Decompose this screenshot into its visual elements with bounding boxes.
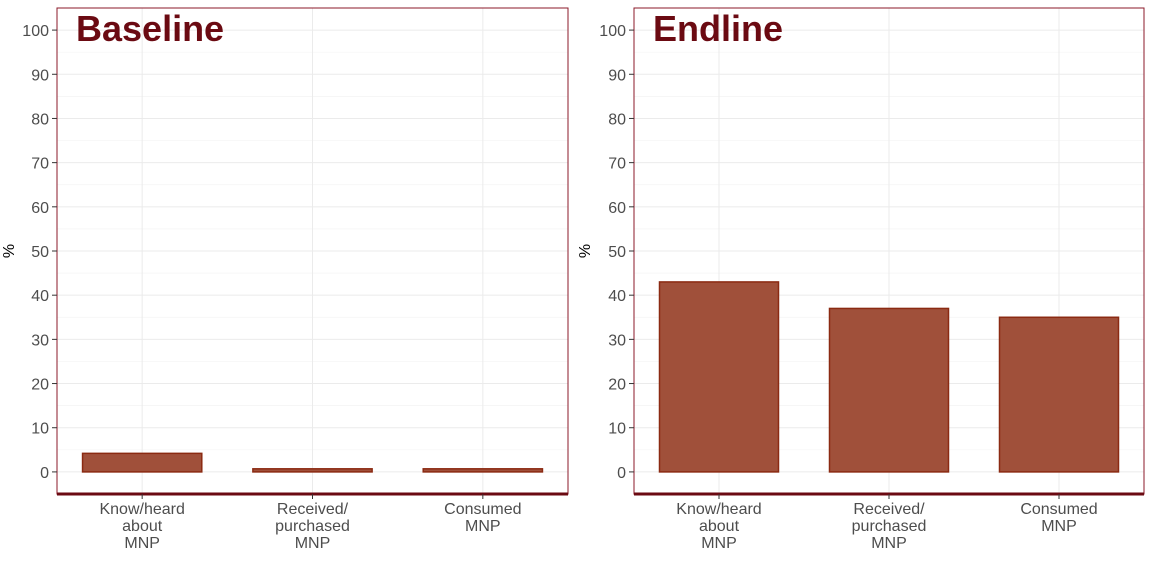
- x-tick-label: Consumed MNP: [444, 501, 521, 535]
- y-tick-label: 60: [608, 200, 626, 217]
- y-tick-label: 0: [617, 465, 626, 482]
- y-axis-label: %: [1, 244, 18, 258]
- y-axis-label: %: [577, 244, 594, 258]
- x-tick-label-line: purchased: [852, 518, 927, 535]
- y-tick-label: 30: [608, 332, 626, 349]
- x-tick-label: Received/purchased MNP: [275, 501, 350, 552]
- y-tick-label: 20: [608, 377, 626, 394]
- y-tick-label: 40: [608, 288, 626, 305]
- bar: [422, 468, 544, 473]
- x-tick-label-line: MNP: [124, 535, 160, 552]
- chart-title: Endline: [653, 8, 783, 49]
- bar: [81, 452, 203, 473]
- bar: [658, 281, 780, 473]
- x-tick-label-line: Consumed: [1020, 501, 1097, 518]
- y-tick-label: 100: [22, 23, 49, 40]
- x-tick-label-line: MNP: [1041, 518, 1077, 535]
- y-tick-label: 10: [608, 421, 626, 438]
- x-tick-label-line: about: [122, 518, 163, 535]
- y-tick-label: 100: [599, 23, 626, 40]
- x-tick-label-line: purchased: [275, 518, 350, 535]
- x-tick-label-line: Know/heard: [99, 501, 184, 518]
- x-tick-label-line: MNP: [295, 535, 331, 552]
- bar: [998, 316, 1120, 473]
- y-tick-label: 10: [31, 421, 49, 438]
- y-tick-label: 70: [31, 156, 49, 173]
- x-tick-label: Consumed MNP: [1020, 501, 1097, 535]
- y-tick-label: 80: [31, 111, 49, 128]
- x-tick-label-line: Received/: [277, 501, 349, 518]
- x-tick-label: Know/heard about MNP: [676, 501, 761, 552]
- x-tick-label-line: about: [699, 518, 740, 535]
- x-tick-label-line: Know/heard: [676, 501, 761, 518]
- bar: [828, 307, 950, 473]
- y-tick-label: 40: [31, 288, 49, 305]
- y-tick-label: 0: [40, 465, 49, 482]
- x-tick-label-line: Consumed: [444, 501, 521, 518]
- y-tick-label: 20: [31, 377, 49, 394]
- y-tick-label: 70: [608, 156, 626, 173]
- x-tick-label-line: MNP: [871, 535, 907, 552]
- y-tick-label: 80: [608, 111, 626, 128]
- chart-title: Baseline: [76, 8, 224, 49]
- y-tick-label: 90: [608, 67, 626, 84]
- x-tick-label-line: MNP: [701, 535, 737, 552]
- x-tick-label-line: MNP: [465, 518, 501, 535]
- y-tick-label: 60: [31, 200, 49, 217]
- x-tick-label: Know/heard about MNP: [99, 501, 184, 552]
- x-tick-label-line: Received/: [853, 501, 925, 518]
- y-tick-label: 50: [31, 244, 49, 261]
- y-tick-label: 30: [31, 332, 49, 349]
- y-tick-label: 50: [608, 244, 626, 261]
- y-tick-label: 90: [31, 67, 49, 84]
- bar: [252, 468, 373, 473]
- x-tick-label: Received/purchased MNP: [852, 501, 927, 552]
